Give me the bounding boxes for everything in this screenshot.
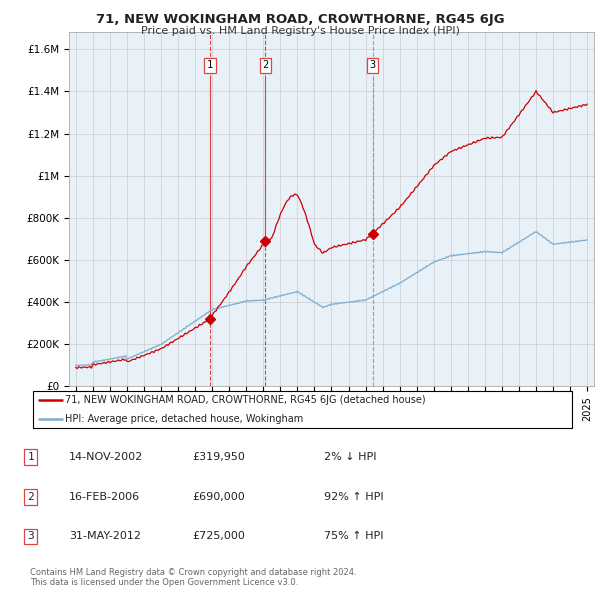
Text: 1: 1 xyxy=(207,60,213,70)
Text: 2: 2 xyxy=(262,60,268,70)
Text: £725,000: £725,000 xyxy=(192,532,245,541)
Text: This data is licensed under the Open Government Licence v3.0.: This data is licensed under the Open Gov… xyxy=(30,578,298,587)
Text: £319,950: £319,950 xyxy=(192,453,245,462)
Text: Contains HM Land Registry data © Crown copyright and database right 2024.: Contains HM Land Registry data © Crown c… xyxy=(30,568,356,576)
Text: 71, NEW WOKINGHAM ROAD, CROWTHORNE, RG45 6JG (detached house): 71, NEW WOKINGHAM ROAD, CROWTHORNE, RG45… xyxy=(65,395,426,405)
Text: 92% ↑ HPI: 92% ↑ HPI xyxy=(324,492,383,502)
Text: 1: 1 xyxy=(27,453,34,462)
Text: Price paid vs. HM Land Registry's House Price Index (HPI): Price paid vs. HM Land Registry's House … xyxy=(140,26,460,36)
Text: 3: 3 xyxy=(370,60,376,70)
Text: 75% ↑ HPI: 75% ↑ HPI xyxy=(324,532,383,541)
Text: HPI: Average price, detached house, Wokingham: HPI: Average price, detached house, Woki… xyxy=(65,414,304,424)
Text: £690,000: £690,000 xyxy=(192,492,245,502)
Text: 14-NOV-2002: 14-NOV-2002 xyxy=(69,453,143,462)
Text: 16-FEB-2006: 16-FEB-2006 xyxy=(69,492,140,502)
Text: 3: 3 xyxy=(27,532,34,541)
Text: 2% ↓ HPI: 2% ↓ HPI xyxy=(324,453,377,462)
Text: 71, NEW WOKINGHAM ROAD, CROWTHORNE, RG45 6JG: 71, NEW WOKINGHAM ROAD, CROWTHORNE, RG45… xyxy=(95,13,505,26)
Text: 31-MAY-2012: 31-MAY-2012 xyxy=(69,532,141,541)
FancyBboxPatch shape xyxy=(33,391,572,428)
Text: 2: 2 xyxy=(27,492,34,502)
